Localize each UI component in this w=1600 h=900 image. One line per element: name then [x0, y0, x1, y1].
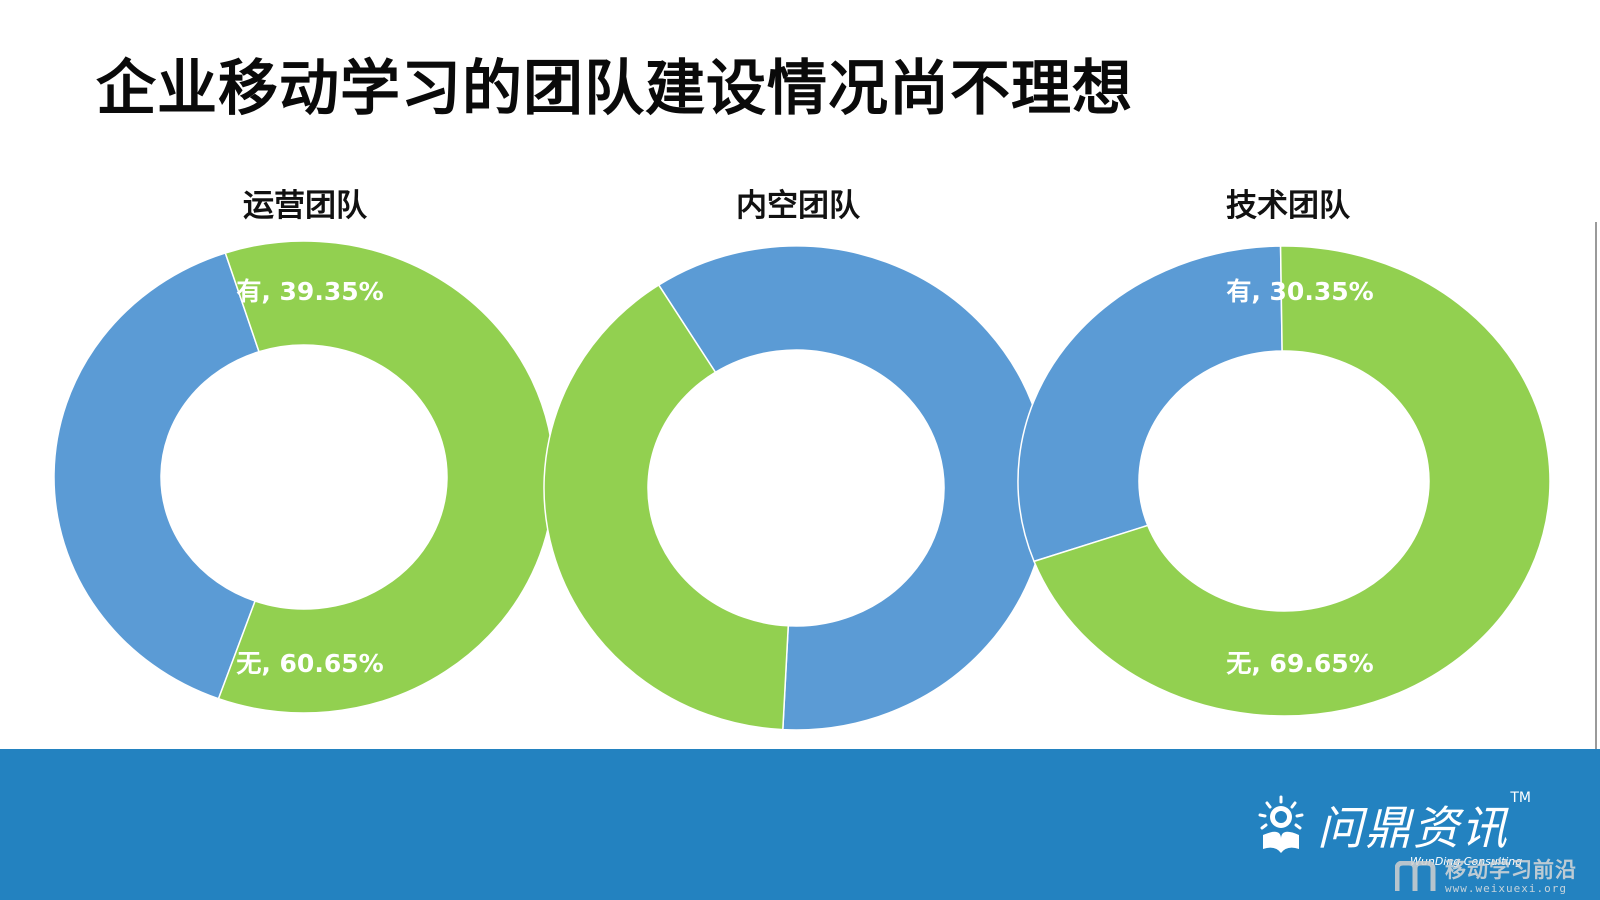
- company-logo: 问鼎资讯 TM: [1255, 790, 1531, 860]
- edge-divider: [1595, 222, 1597, 750]
- chart-title-operations: 运营团队: [243, 188, 367, 224]
- logo-subtitle: WunDing Consulting: [1410, 855, 1523, 868]
- chart-title-tech: 技术团队: [1226, 188, 1350, 224]
- page-title: 企业移动学习的团队建设情况尚不理想: [96, 54, 1133, 124]
- donut-0-slice-wu: [217, 240, 555, 714]
- watermark-url: www.weixuexi.org: [1445, 882, 1567, 895]
- donut-0-slice-you: [53, 252, 260, 700]
- donut-1-slice-you: [657, 245, 1049, 731]
- logo-text: 问鼎资讯: [1317, 801, 1509, 855]
- donut-2-slice-wu: [1033, 245, 1551, 717]
- footer-band: [0, 749, 1600, 900]
- donut-2-label-wu: 无, 69.65%: [1226, 649, 1373, 678]
- donut-0-label-you: 有, 39.35%: [236, 277, 383, 306]
- m-logo-icon: [1395, 861, 1436, 891]
- donut-1-slice-wu: [543, 284, 790, 731]
- chart-title-content: 内空团队: [736, 188, 860, 224]
- logo-tm: TM: [1510, 790, 1531, 806]
- sun-book-icon: [1258, 795, 1304, 853]
- watermark-text: 移动学习前沿: [1445, 858, 1577, 882]
- donut-2-label-you: 有, 30.35%: [1226, 277, 1373, 306]
- donut-2-slice-you: [1017, 245, 1283, 563]
- watermark: 移动学习前沿 www.weixuexi.org: [1395, 860, 1577, 894]
- donut-0-label-wu: 无, 60.65%: [236, 649, 383, 678]
